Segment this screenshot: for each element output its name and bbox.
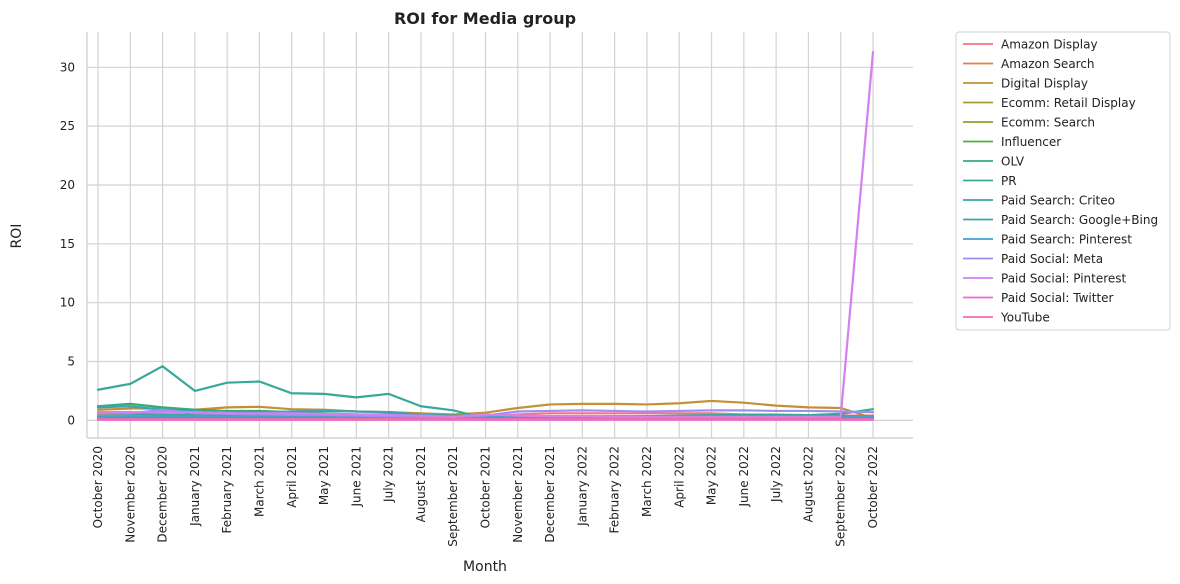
legend-label-influencer: Influencer (1001, 135, 1061, 149)
legend-items: Amazon Display Amazon Search Digital Displ… (963, 38, 1158, 325)
axes-layer (86, 32, 913, 439)
legend-label-amazon-search: Amazon Search (1001, 57, 1095, 71)
x-tick-label: December 2020 (156, 446, 170, 543)
x-tick-label: April 2022 (672, 446, 686, 508)
legend-label-olv: OLV (1001, 155, 1025, 169)
x-tick-label: October 2021 (479, 446, 493, 528)
x-tick-label: December 2021 (543, 446, 557, 543)
x-tick-label: July 2021 (382, 446, 396, 503)
x-tick-label: May 2021 (317, 446, 331, 505)
series-lines (96, 50, 875, 421)
legend-label-paid-search-google-bing: Paid Search: Google+Bing (1001, 213, 1158, 227)
x-tick-label: March 2022 (640, 446, 654, 517)
x-tick-label: October 2022 (866, 446, 880, 528)
grid-layer (87, 32, 913, 438)
x-tick-label: September 2021 (446, 446, 460, 547)
x-tick-label: January 2022 (575, 446, 589, 527)
y-tick-label: 15 (60, 237, 75, 251)
x-axis-label: Month (463, 559, 507, 575)
y-tick-label: 25 (60, 119, 75, 133)
series-line-digital-display (96, 399, 875, 420)
x-tick-label: November 2020 (123, 446, 137, 543)
y-tick-label: 30 (60, 60, 75, 74)
series-line-paid-social-pinterest (96, 50, 875, 418)
y-axis-label: ROI (9, 224, 25, 249)
legend-label-digital-display: Digital Display (1001, 77, 1088, 91)
x-tick-label: March 2021 (252, 446, 266, 517)
x-tick-label: September 2022 (834, 446, 848, 547)
legend-label-youtube: YouTube (1000, 311, 1050, 325)
legend-label-pr: PR (1001, 174, 1017, 188)
x-tick-label: February 2021 (220, 446, 234, 534)
legend-label-paid-social-twitter: Paid Social: Twitter (1001, 291, 1114, 305)
legend-label-paid-social-meta: Paid Social: Meta (1001, 252, 1103, 266)
y-tick-label: 0 (67, 413, 75, 427)
legend-label-amazon-display: Amazon Display (1001, 38, 1098, 52)
legend-label-paid-search-pinterest: Paid Search: Pinterest (1001, 233, 1132, 247)
x-tick-label: October 2020 (91, 446, 105, 528)
x-tick-label: February 2022 (608, 446, 622, 534)
x-tick-label: July 2022 (769, 446, 783, 503)
x-tick-label: January 2021 (188, 446, 202, 527)
y-tick-label: 10 (60, 296, 75, 310)
legend: Amazon Display Amazon Search Digital Displ… (955, 31, 1171, 331)
y-tick-labels: 0 5 10 15 20 25 30 (60, 60, 75, 427)
chart-title: ROI for Media group (394, 9, 576, 28)
legend-label-ecomm-search: Ecomm: Search (1001, 116, 1095, 130)
y-tick-label: 5 (67, 355, 75, 369)
legend-label-paid-search-criteo: Paid Search: Criteo (1001, 194, 1115, 208)
legend-label-paid-social-pinterest: Paid Social: Pinterest (1001, 272, 1127, 286)
legend-label-ecomm-retail-display: Ecomm: Retail Display (1001, 96, 1136, 110)
x-tick-label: April 2021 (285, 446, 299, 508)
x-tick-label: August 2022 (801, 446, 815, 522)
x-tick-label: November 2021 (511, 446, 525, 543)
x-tick-label: August 2021 (414, 446, 428, 522)
x-tick-label: June 2021 (349, 446, 363, 508)
x-tick-label: June 2022 (737, 446, 751, 508)
x-tick-label: May 2022 (705, 446, 719, 505)
y-tick-label: 20 (60, 178, 75, 192)
legend-frame (955, 31, 1171, 331)
x-tick-labels: October 2020 November 2020 December 2020 Ja… (91, 446, 880, 547)
